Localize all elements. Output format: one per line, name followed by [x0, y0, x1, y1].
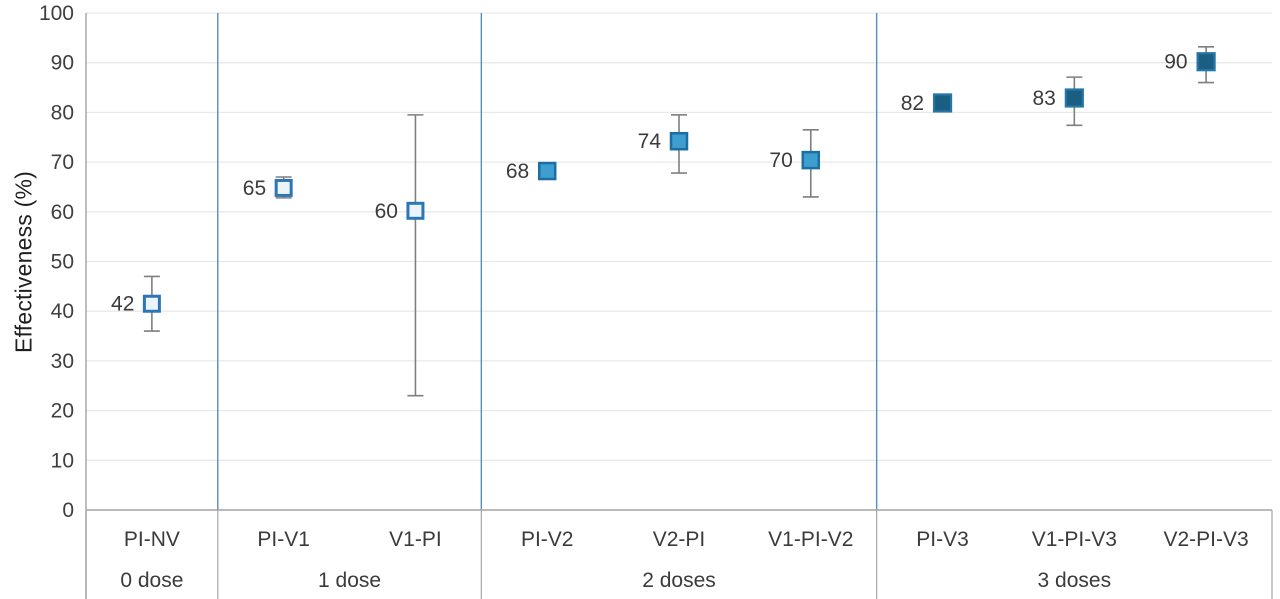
category-label: PI-NV: [124, 528, 180, 551]
data-point-label: 60: [375, 200, 398, 223]
y-tick-label: 0: [62, 499, 74, 522]
data-point-label: 90: [1164, 51, 1187, 74]
group-label: 0 dose: [120, 569, 183, 592]
category-label: PI-V3: [916, 528, 969, 551]
data-point-label: 82: [901, 92, 924, 115]
data-point-marker: [1064, 88, 1084, 108]
data-point-marker: [801, 150, 821, 170]
y-tick-label: 50: [51, 251, 74, 274]
y-tick-label: 30: [51, 350, 74, 373]
data-point-marker: [142, 294, 161, 313]
y-tick-label: 20: [51, 400, 74, 423]
data-point-label: 68: [506, 160, 529, 183]
data-point-label: 70: [769, 149, 792, 172]
y-tick-label: 100: [39, 2, 74, 25]
category-label: PI-V2: [521, 528, 574, 551]
data-point-label: 83: [1032, 87, 1055, 110]
y-tick-label: 80: [51, 101, 74, 124]
data-point-marker: [932, 93, 953, 113]
category-label: V1-PI: [389, 528, 442, 551]
y-tick-label: 90: [51, 52, 74, 75]
y-axis-title: Effectiveness (%): [10, 171, 37, 353]
group-label: 1 dose: [318, 569, 381, 592]
data-point-marker: [537, 161, 557, 181]
category-label: PI-V1: [257, 528, 310, 551]
data-point-marker: [274, 178, 293, 197]
data-point-marker: [669, 131, 689, 151]
y-tick-label: 70: [51, 151, 74, 174]
category-label: V1-PI-V3: [1032, 528, 1117, 551]
y-tick-label: 40: [51, 300, 74, 323]
category-label: V2-PI-V3: [1164, 528, 1249, 551]
data-point-label: 74: [638, 130, 662, 153]
y-tick-label: 10: [51, 449, 74, 472]
category-label: V1-PI-V2: [768, 528, 853, 551]
group-label: 2 doses: [642, 569, 716, 592]
data-point-marker: [1196, 52, 1216, 72]
data-point-label: 65: [243, 177, 266, 200]
group-label: 3 doses: [1038, 569, 1112, 592]
data-point-marker: [406, 201, 425, 220]
data-point-label: 42: [111, 293, 134, 316]
y-tick-label: 60: [51, 201, 74, 224]
category-label: V2-PI: [653, 528, 706, 551]
